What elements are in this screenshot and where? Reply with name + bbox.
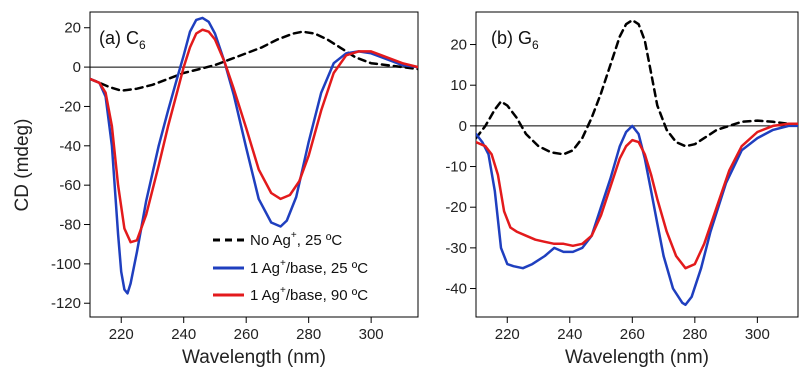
panel-b-y-tick-label: 20 bbox=[450, 37, 467, 54]
panel-a-series-line-1 bbox=[90, 16, 418, 295]
panel-b-x-tick-label: 280 bbox=[682, 326, 707, 343]
legend: No Ag+, 25 ºC 1 Ag+/base, 25 ºC 1 Ag+/ba… bbox=[213, 230, 368, 304]
panel-b-y-tick-label: 0 bbox=[459, 118, 467, 135]
panel-a-y-ticks: 20 0 -20 -40 -60 -80 -100 -120 bbox=[51, 20, 90, 312]
legend-label-ag-90c: 1 Ag+/base, 90 ºC bbox=[250, 285, 368, 304]
panel-a-plot-frame bbox=[89, 11, 419, 318]
panel-b-x-ticks: 220 240 260 280 300 bbox=[495, 317, 770, 343]
panel-b-plot-frame bbox=[475, 11, 799, 318]
panel-a-series-line-2 bbox=[90, 28, 418, 244]
legend-label-no-ag: No Ag+, 25 ºC bbox=[250, 230, 342, 249]
panel-b-series-group bbox=[476, 18, 798, 307]
panel-a-y-axis-title: CD (mdeg) bbox=[12, 119, 33, 212]
panel-a-x-tick-label: 260 bbox=[234, 326, 259, 343]
panel-b-x-tick-label: 220 bbox=[495, 326, 520, 343]
panel-a-y-tick-label: -20 bbox=[59, 98, 81, 115]
panel-a-x-axis-title: Wavelength (nm) bbox=[182, 347, 326, 368]
panel-a-x-tick-label: 240 bbox=[171, 326, 196, 343]
panel-b-x-tick-label: 240 bbox=[557, 326, 582, 343]
panel-a-y-tick-label: 20 bbox=[64, 20, 81, 37]
panel-b-y-tick-label: -10 bbox=[445, 159, 467, 176]
panel-a-y-tick-label: -40 bbox=[59, 138, 81, 155]
panel-b-x-tick-label: 300 bbox=[745, 326, 770, 343]
panel-a-x-ticks: 220 240 260 280 300 bbox=[109, 317, 384, 343]
panel-a-x-tick-label: 300 bbox=[359, 326, 384, 343]
panel-b: 220 240 260 280 300 20 10 0 -10 -20 -30 -40 (b) G6… bbox=[445, 11, 799, 368]
panel-a-series-line-0 bbox=[90, 30, 418, 92]
panel-b-series-line-2 bbox=[476, 122, 798, 270]
panel-a-y-tick-label: -80 bbox=[59, 217, 81, 234]
panel-a: 220 240 260 280 300 200-20-40-60-80-100-120 … bbox=[12, 11, 419, 368]
panel-b-y-tick-label: -40 bbox=[445, 281, 467, 298]
panel-b-label: (b) G6 bbox=[491, 28, 539, 52]
panel-b-series-line-1 bbox=[476, 124, 798, 307]
panel-b-x-tick-label: 260 bbox=[620, 326, 645, 343]
panel-b-x-axis-title: Wavelength (nm) bbox=[565, 347, 709, 368]
panel-a-x-tick-label: 280 bbox=[296, 326, 321, 343]
panel-a-y-tick-label: -60 bbox=[59, 177, 81, 194]
panel-b-y-ticks: 20 10 0 -10 -20 -30 -40 bbox=[445, 37, 476, 298]
panel-a-y-tick-label: -100 bbox=[51, 256, 81, 273]
panel-a-x-tick-label: 220 bbox=[109, 326, 134, 343]
panel-b-y-tick-label: -20 bbox=[445, 199, 467, 216]
panel-b-y-tick-label: 10 bbox=[450, 77, 467, 94]
panel-b-y-tick-label: -30 bbox=[445, 240, 467, 257]
panel-a-label: (a) C6 bbox=[99, 28, 146, 52]
panel-b-series-line-0 bbox=[476, 18, 798, 156]
panel-a-y-tick-label: 0 bbox=[73, 59, 81, 76]
panel-a-series-group bbox=[90, 16, 418, 295]
legend-label-ag-25c: 1 Ag+/base, 25 ºC bbox=[250, 258, 368, 277]
panel-a-y-tick-label: -120 bbox=[51, 295, 81, 312]
